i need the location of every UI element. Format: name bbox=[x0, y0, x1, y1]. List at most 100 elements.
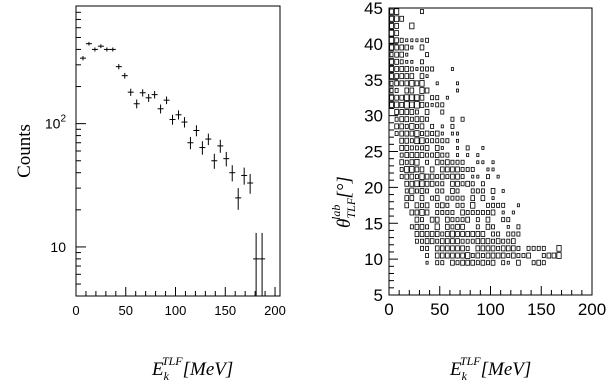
heatmap-bin bbox=[399, 73, 404, 80]
data-point bbox=[163, 96, 170, 105]
heatmap-bin bbox=[435, 138, 440, 144]
heatmap-bin bbox=[476, 153, 480, 157]
heatmap-bin bbox=[450, 116, 455, 122]
heatmap-bin bbox=[394, 116, 399, 122]
heatmap-bin bbox=[455, 166, 460, 173]
heatmap-bin bbox=[420, 202, 424, 208]
heatmap-bin bbox=[485, 245, 491, 252]
data-point bbox=[109, 47, 116, 52]
data-point bbox=[211, 153, 218, 169]
right-y-axis-label: θTLFlab[°] bbox=[329, 176, 358, 228]
heatmap-bin bbox=[424, 238, 430, 245]
heatmap-bin bbox=[399, 66, 404, 72]
heatmap-bin bbox=[440, 231, 445, 237]
heatmap-bin bbox=[450, 188, 455, 194]
heatmap-bin bbox=[399, 44, 404, 51]
heatmap-bin bbox=[419, 231, 425, 237]
heatmap-bin bbox=[465, 245, 470, 251]
heatmap-bin bbox=[466, 153, 470, 157]
heatmap-bin bbox=[440, 131, 444, 136]
heatmap-bin bbox=[440, 181, 445, 187]
heatmap-bin bbox=[450, 166, 455, 173]
heatmap-bin bbox=[496, 231, 501, 237]
heatmap-bin bbox=[465, 231, 470, 237]
heatmap-bin bbox=[389, 23, 394, 29]
heatmap-bin bbox=[485, 223, 491, 230]
heatmap-bin bbox=[434, 231, 440, 237]
right-plot-frame bbox=[388, 7, 593, 296]
heatmap-bin bbox=[399, 166, 404, 172]
heatmap-bin bbox=[409, 209, 415, 216]
heatmap-bin bbox=[419, 137, 425, 145]
right-x-ticks: 0 50 100 150 200 bbox=[384, 286, 606, 319]
heatmap-bin bbox=[491, 231, 495, 237]
left-y-tick-label: 10 bbox=[50, 239, 66, 255]
heatmap-bin bbox=[491, 160, 495, 165]
left-x-axis-label: EkTLF[MeV] bbox=[151, 354, 233, 383]
heatmap-bin bbox=[394, 131, 399, 137]
heatmap-bin bbox=[470, 253, 475, 258]
heatmap-bin bbox=[409, 159, 415, 166]
right-x-tick-label: 150 bbox=[527, 300, 555, 319]
heatmap-bin bbox=[465, 238, 470, 244]
heatmap-bin bbox=[470, 195, 476, 202]
heatmap-bin bbox=[399, 123, 404, 130]
heatmap-bin bbox=[450, 238, 455, 245]
right-x-tick-label: 100 bbox=[476, 300, 504, 319]
right-panel: 0 50 100 150 200 5 10 15 20 25 30 35 40 45 θTLFlab[°… bbox=[329, 0, 606, 383]
heatmap-bin bbox=[420, 38, 424, 43]
heatmap-bin bbox=[460, 259, 465, 266]
data-point bbox=[199, 141, 206, 155]
data-point bbox=[103, 47, 110, 52]
heatmap-bin bbox=[449, 230, 455, 238]
heatmap-bin bbox=[434, 195, 440, 202]
heatmap-bin bbox=[526, 252, 531, 259]
heatmap-bin bbox=[430, 95, 435, 101]
heatmap-bin bbox=[414, 180, 420, 188]
heatmap-bin bbox=[404, 66, 410, 72]
heatmap-bin bbox=[556, 252, 562, 259]
heatmap-bin bbox=[389, 15, 394, 22]
heatmap-bin bbox=[450, 259, 455, 266]
heatmap-bin bbox=[419, 195, 425, 202]
data-point bbox=[181, 117, 188, 128]
heatmap-bin bbox=[456, 81, 459, 86]
heatmap-bin bbox=[424, 130, 430, 137]
heatmap-bin bbox=[536, 259, 541, 266]
heatmap-bin bbox=[480, 188, 485, 194]
heatmap-bin bbox=[440, 159, 445, 165]
heatmap-bin bbox=[414, 238, 419, 244]
heatmap-bin bbox=[460, 223, 465, 230]
heatmap-bin bbox=[526, 245, 531, 251]
heatmap-bin bbox=[419, 166, 425, 173]
heatmap-bin bbox=[445, 152, 450, 158]
heatmap-bin bbox=[471, 174, 475, 179]
heatmap-bin bbox=[450, 123, 455, 129]
heatmap-bin bbox=[409, 109, 415, 115]
right-y-tick-label: 15 bbox=[364, 214, 383, 233]
heatmap-bin bbox=[440, 138, 445, 144]
right-y-tick-label: 10 bbox=[364, 250, 383, 269]
heatmap-bin bbox=[404, 94, 410, 101]
heatmap-bin bbox=[460, 202, 465, 208]
heatmap-bin bbox=[424, 231, 430, 237]
heatmap-bin bbox=[419, 87, 425, 94]
heatmap-bin bbox=[486, 210, 490, 215]
heatmap-bin bbox=[404, 202, 410, 209]
heatmap-bin bbox=[430, 123, 435, 129]
heatmap-bin bbox=[506, 231, 511, 237]
data-point bbox=[169, 114, 176, 125]
heatmap-bin bbox=[429, 166, 435, 173]
heatmap-bin bbox=[434, 245, 440, 252]
heatmap-bin bbox=[440, 124, 444, 129]
heatmap-bin bbox=[450, 245, 455, 252]
heatmap-bin bbox=[394, 109, 399, 115]
heatmap-bin bbox=[551, 252, 557, 259]
heatmap-bin bbox=[424, 109, 430, 115]
heatmap-bin bbox=[435, 188, 440, 194]
heatmap-bin bbox=[456, 153, 459, 157]
heatmap-bin bbox=[516, 231, 521, 237]
heatmap-bin bbox=[470, 188, 475, 194]
heatmap-bin bbox=[440, 188, 445, 194]
heatmap-bin bbox=[481, 160, 485, 165]
